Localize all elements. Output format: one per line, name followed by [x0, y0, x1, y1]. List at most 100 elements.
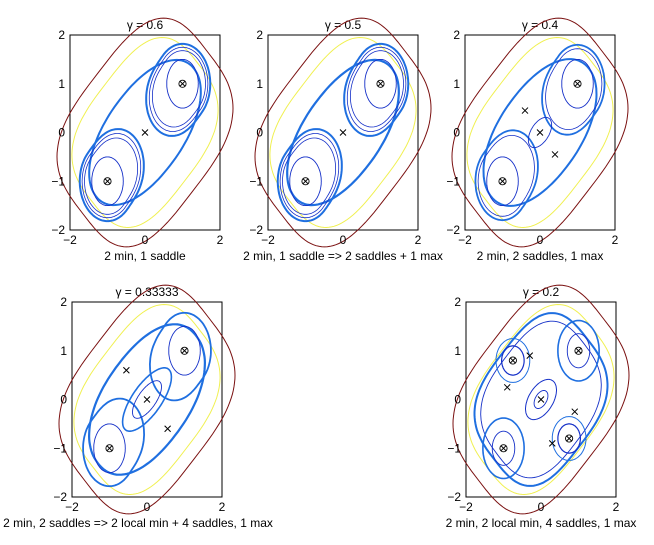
x-tick-label: 2 — [217, 233, 224, 247]
inner-contour — [545, 48, 603, 130]
panel-title: γ = 0.5 — [325, 18, 362, 32]
separatrix-contour — [474, 129, 539, 222]
minimum-marker — [574, 346, 583, 355]
y-tick-label: −2 — [249, 223, 263, 237]
inner-contour — [91, 156, 124, 207]
separatrix-contour — [145, 42, 212, 137]
inner-contour — [148, 46, 209, 132]
x-tick-label: 2 — [219, 500, 226, 514]
maximum-marker — [537, 396, 545, 403]
outer-contour — [56, 17, 234, 248]
y-tick-label: −2 — [51, 223, 65, 237]
minimum-marker — [180, 346, 189, 355]
x-axis-label: 2 min, 2 local min, 4 saddles, 1 max — [446, 516, 637, 530]
separatrix-contour — [482, 58, 598, 207]
outer-contour — [451, 17, 629, 248]
y-tick-label: 2 — [58, 28, 65, 42]
outer-contour — [58, 284, 236, 515]
x-tick-label: 0 — [537, 233, 544, 247]
minimum-marker — [301, 177, 310, 186]
minimum-marker — [508, 356, 517, 365]
outer-contour — [452, 284, 630, 515]
x-tick-label: 0 — [142, 233, 149, 247]
y-tick-label: −1 — [446, 174, 460, 188]
y-tick-label: 1 — [58, 77, 65, 91]
x-tick-label: 2 — [612, 233, 619, 247]
separatrix-contour — [88, 58, 202, 207]
panel-title: γ = 0.6 — [127, 18, 164, 32]
separatrix-contour — [343, 42, 410, 137]
x-axis-label: 2 min, 2 saddles, 1 max — [477, 249, 604, 263]
inner-contour — [279, 133, 340, 219]
minimum-marker — [500, 445, 507, 452]
minimum-marker — [104, 178, 111, 185]
y-tick-label: 2 — [454, 295, 461, 309]
saddle-marker — [339, 129, 347, 136]
inner-contour — [84, 137, 138, 215]
minimum-marker — [103, 177, 112, 186]
y-axis-ticks: 2 1 0 −1 −2 — [447, 295, 461, 504]
inner-contour — [501, 345, 525, 376]
minimum-marker — [565, 434, 574, 443]
saddle-marker — [571, 408, 579, 416]
saddle-marker — [141, 129, 149, 136]
minimum-marker — [181, 347, 188, 354]
x-axis-ticks: −2 0 2 — [261, 233, 422, 247]
inner-contour — [346, 46, 407, 132]
minimum-marker — [376, 79, 385, 88]
minimum-marker — [106, 445, 113, 452]
minimum-marker — [573, 79, 582, 88]
x-axis-label: 2 min, 2 saddles => 2 local min + 4 sadd… — [3, 516, 273, 530]
x-axis-ticks: −2 0 2 — [458, 233, 619, 247]
x-tick-label: −2 — [459, 500, 473, 514]
minimum-marker — [574, 80, 581, 87]
inner-contour — [350, 50, 404, 128]
minimum-marker — [499, 178, 506, 185]
inner-contour — [480, 320, 602, 479]
separatrix-contour — [286, 58, 400, 207]
x-axis-label: 2 min, 1 saddle — [104, 249, 186, 263]
y-tick-label: 1 — [60, 344, 67, 358]
contour-lines — [451, 17, 629, 248]
y-axis-ticks: 2 1 0 −1 −2 — [249, 28, 263, 237]
y-tick-label: −1 — [447, 441, 461, 455]
contour-lines — [452, 284, 630, 515]
x-tick-label: −2 — [63, 233, 77, 247]
x-tick-label: 0 — [144, 500, 151, 514]
inner-contour — [486, 156, 519, 207]
saddle-marker — [503, 383, 511, 391]
y-tick-label: 1 — [454, 344, 461, 358]
saddle-marker — [521, 107, 529, 114]
separatrix-contour — [148, 311, 212, 402]
inner-contour — [166, 58, 199, 109]
outer-contour — [269, 36, 417, 229]
y-axis-ticks: 2 1 0 −1 −2 — [53, 295, 67, 504]
inner-contour — [566, 333, 591, 369]
saddle-marker — [123, 366, 130, 374]
panel-gamma-0-4: γ = 0.4 2 1 0 −1 −2 −2 0 2 2 min, 2 sadd… — [446, 17, 629, 263]
y-tick-label: −1 — [249, 174, 263, 188]
inner-contour — [533, 390, 549, 409]
x-tick-label: −2 — [261, 233, 275, 247]
x-tick-label: −2 — [458, 233, 472, 247]
inner-contour — [525, 378, 557, 421]
inner-contour — [527, 116, 553, 149]
minimum-marker — [566, 435, 572, 442]
saddle-marker — [551, 151, 559, 158]
y-tick-label: 0 — [256, 126, 263, 140]
minimum-marker — [498, 177, 507, 186]
y-tick-label: 2 — [453, 28, 460, 42]
minimum-marker — [179, 80, 186, 87]
y-axis-ticks: 2 1 0 −1 −2 — [446, 28, 460, 237]
inner-contour — [561, 58, 594, 109]
y-tick-label: 2 — [60, 295, 67, 309]
contour-lines — [56, 17, 234, 248]
outer-contour — [73, 303, 221, 496]
maximum-marker — [536, 129, 544, 136]
y-tick-label: 1 — [453, 77, 460, 91]
x-tick-label: 2 — [613, 500, 620, 514]
separatrix-contour — [541, 43, 606, 136]
saddle-marker — [548, 440, 556, 447]
panel-title: γ = 0.33333 — [115, 285, 178, 299]
